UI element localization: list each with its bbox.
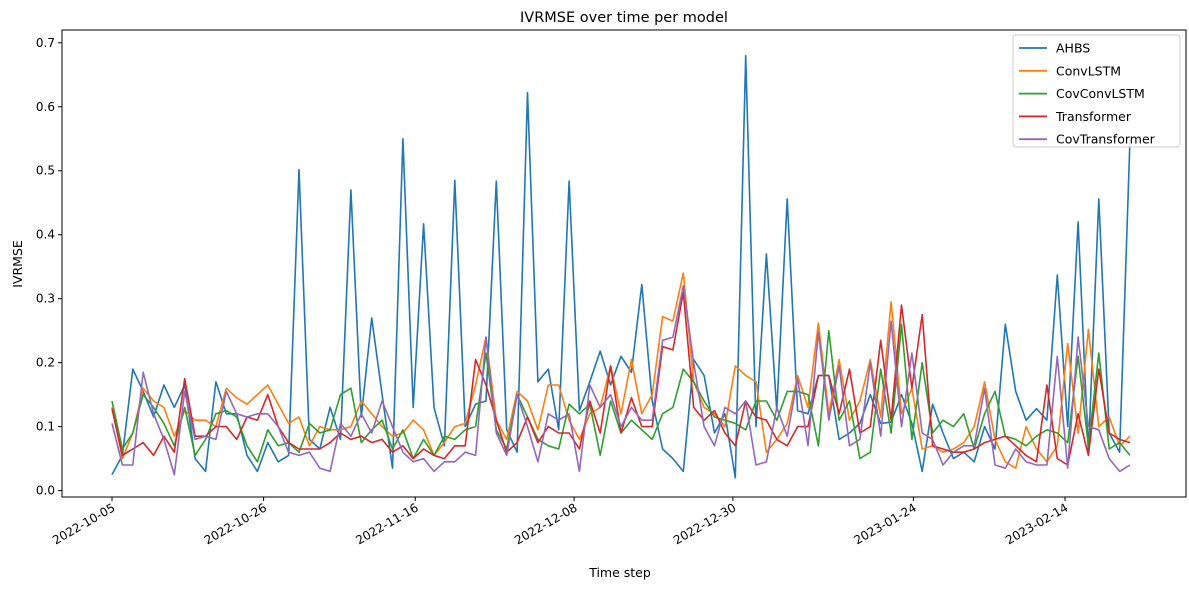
- y-tick-label: 0.4: [36, 228, 55, 242]
- series-line-covtransformer: [111, 285, 1131, 476]
- x-tick-label: 2023-01-24: [851, 500, 918, 547]
- x-tick-label: 2023-02-14: [1003, 500, 1070, 547]
- y-tick-label: 0.5: [36, 164, 55, 178]
- legend-label: CovConvLSTM: [1056, 86, 1145, 101]
- legend-label: Transformer: [1055, 109, 1132, 124]
- legend-label: CovTransformer: [1056, 132, 1156, 147]
- chart-title: IVRMSE over time per model: [520, 10, 728, 26]
- series-line-ahbs: [111, 54, 1131, 479]
- series-line-convlstm: [111, 272, 1131, 470]
- legend: AHBS ConvLSTM CovConvLSTM Transformer CovTra…: [1012, 34, 1181, 148]
- x-tick-label: 2022-12-08: [512, 500, 579, 547]
- y-tick-label: 0.2: [36, 356, 55, 370]
- plot-lines: [111, 54, 1131, 479]
- y-tick-label: 0.6: [36, 100, 55, 114]
- y-axis-label: IVRMSE: [10, 240, 25, 288]
- x-tick-label: 2022-10-26: [202, 500, 269, 547]
- x-axis-label: Time step: [588, 565, 651, 580]
- series-line-transformer: [111, 291, 1131, 466]
- series-line-covconvlstm: [111, 323, 1131, 463]
- y-axis: 0.0 0.1 0.2 0.3 0.4 0.5 0.6 0.7: [36, 36, 62, 498]
- x-axis: 2022-10-05 2022-10-26 2022-11-16 2022-12-08…: [50, 497, 1071, 547]
- x-tick-label: 2022-10-05: [50, 500, 117, 547]
- legend-box: [1012, 34, 1181, 148]
- x-tick-label: 2022-12-30: [671, 500, 738, 547]
- x-tick-label: 2022-11-16: [353, 500, 420, 547]
- y-tick-label: 0.1: [36, 420, 55, 434]
- y-tick-label: 0.0: [36, 484, 55, 498]
- y-tick-label: 0.7: [36, 36, 55, 50]
- legend-label: ConvLSTM: [1056, 63, 1121, 78]
- legend-label: AHBS: [1056, 41, 1090, 56]
- plot-frame: [61, 29, 1187, 498]
- y-tick-label: 0.3: [36, 292, 55, 306]
